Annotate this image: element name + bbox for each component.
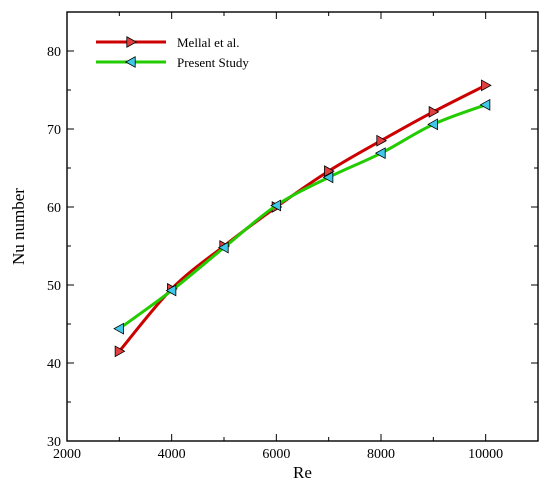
- axis-ticks: [66, 12, 538, 442]
- x-axis-label: Re: [293, 463, 312, 482]
- x-tick-label: 2000: [53, 447, 81, 462]
- x-tick-label: 10000: [468, 447, 503, 462]
- legend-label: Present Study: [177, 55, 249, 70]
- plot-frame: [66, 11, 539, 442]
- x-tick-label: 6000: [262, 447, 290, 462]
- plot-border: [66, 11, 539, 442]
- data-point: [427, 118, 438, 131]
- data-point: [376, 134, 388, 147]
- legend-item: Present Study: [96, 55, 249, 70]
- y-tick-label: 60: [47, 201, 61, 216]
- y-tick-label: 70: [47, 123, 61, 138]
- data-point: [217, 241, 229, 254]
- x-tick-label: 4000: [158, 447, 186, 462]
- data-point: [481, 79, 492, 92]
- y-axis-label: Nu number: [9, 188, 28, 265]
- data-point: [428, 105, 440, 118]
- legend: Mellal et al. Present Study: [96, 35, 249, 70]
- y-tick-label: 50: [47, 279, 61, 294]
- y-tick-label: 30: [47, 435, 61, 450]
- data-point: [114, 345, 126, 358]
- legend-item: Mellal et al.: [96, 35, 239, 50]
- legend-marker: [124, 56, 136, 68]
- y-tick-label: 40: [47, 357, 61, 372]
- x-tick-label: 8000: [367, 447, 395, 462]
- data-point: [165, 284, 177, 297]
- y-tick-label: 80: [47, 45, 61, 60]
- data-point: [270, 199, 281, 212]
- data-point: [374, 147, 386, 160]
- legend-label: Mellal et al.: [177, 35, 239, 50]
- data-point: [479, 98, 491, 111]
- data-point: [322, 171, 334, 184]
- legend-marker: [126, 36, 138, 48]
- series-2: [113, 98, 491, 335]
- data-point: [113, 322, 124, 335]
- tick-labels: 2000 4000 6000 8000 10000 30 40 50 60 70 80: [47, 45, 503, 462]
- series-layer: [113, 79, 492, 358]
